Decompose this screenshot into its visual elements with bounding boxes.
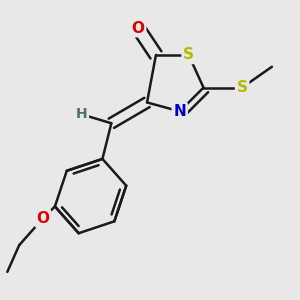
- Text: H: H: [76, 107, 88, 121]
- Text: N: N: [173, 104, 186, 119]
- Text: S: S: [183, 47, 194, 62]
- Text: O: O: [37, 211, 50, 226]
- Text: O: O: [132, 21, 145, 36]
- Text: S: S: [237, 80, 248, 95]
